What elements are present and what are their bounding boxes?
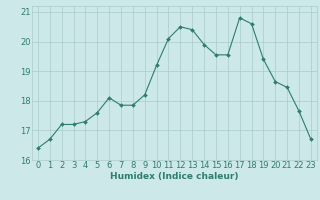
X-axis label: Humidex (Indice chaleur): Humidex (Indice chaleur): [110, 172, 239, 181]
